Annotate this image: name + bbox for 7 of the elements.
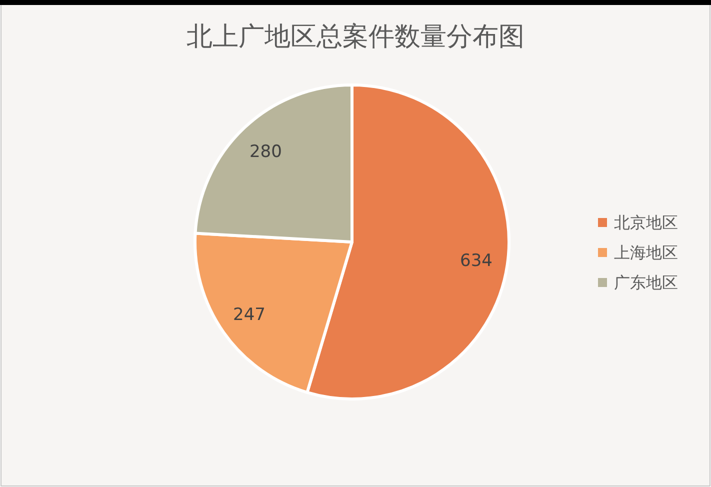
- data-label: 247: [233, 305, 266, 326]
- legend-label: 广东地区: [614, 273, 678, 292]
- data-label: 280: [249, 142, 282, 162]
- chart-title: 北上广地区总案件数量分布图: [186, 22, 524, 52]
- legend-label: 北京地区: [614, 213, 678, 232]
- data-label: 634: [460, 251, 493, 272]
- legend-label: 上海地区: [614, 243, 678, 262]
